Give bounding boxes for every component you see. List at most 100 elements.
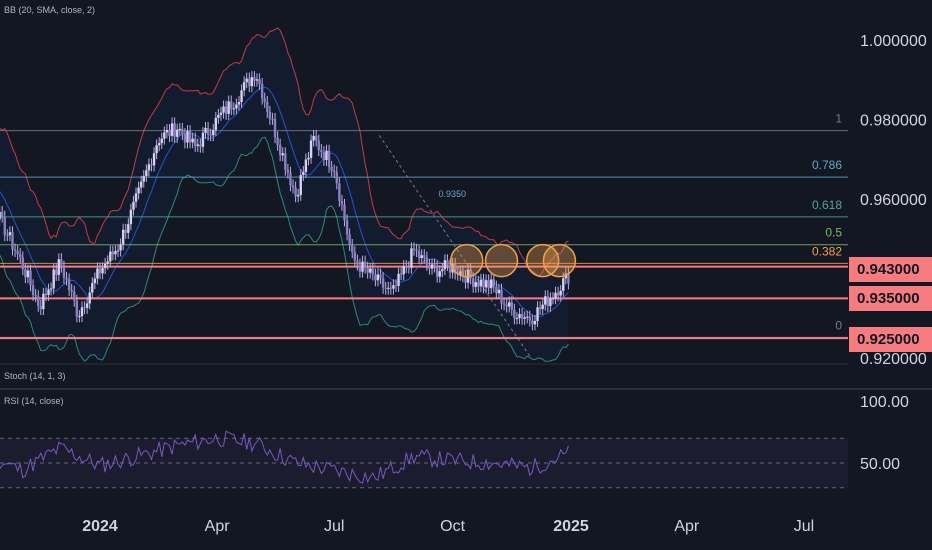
candle-body	[24, 269, 27, 278]
candle-body	[374, 274, 377, 281]
candle-body	[340, 200, 344, 205]
candle-body	[0, 211, 4, 217]
fib-level-label: 0.5	[825, 226, 842, 240]
candle-body	[438, 271, 441, 277]
trend-line	[378, 135, 532, 359]
candle-body	[75, 300, 79, 317]
candle-body	[21, 257, 24, 270]
candle-body	[98, 268, 102, 274]
candle-body	[538, 307, 542, 310]
fib-level-label: 0	[835, 318, 842, 332]
candle-body	[559, 290, 562, 296]
candle-body	[73, 291, 76, 301]
candle-body	[273, 118, 277, 138]
candle-body	[366, 267, 369, 273]
candle-body	[286, 169, 290, 173]
candle-body	[520, 314, 524, 319]
bb-fill	[0, 28, 569, 362]
candle-body	[410, 248, 413, 268]
candle-body	[65, 277, 68, 280]
x-tick-label: Apr	[674, 518, 700, 535]
stoch-indicator-label[interactable]: Stoch (14, 1, 3)	[4, 371, 66, 381]
candle-body	[271, 118, 274, 120]
candle-body	[227, 101, 230, 114]
candle-body	[103, 263, 107, 269]
candle-body	[60, 259, 63, 267]
candle-body	[314, 135, 318, 141]
candle-body	[93, 278, 97, 284]
candle-body	[160, 138, 163, 144]
candle-body	[224, 106, 228, 114]
x-tick-label: 2024	[82, 518, 118, 535]
rsi-y-tick-label: 50.00	[860, 456, 900, 473]
candle-body	[356, 260, 359, 265]
candle-body	[116, 250, 120, 252]
bb-indicator-label[interactable]: BB (20, SMA, close, 2)	[4, 5, 96, 15]
price-series	[0, 71, 570, 331]
candle-body	[423, 255, 426, 258]
fib-level-label: 1	[835, 112, 842, 126]
candle-body	[281, 153, 284, 156]
y-tick-label: 0.980000	[860, 113, 927, 130]
candle-body	[407, 267, 411, 269]
candle-body	[278, 144, 282, 156]
candle-body	[88, 292, 91, 304]
candle-body	[513, 309, 516, 319]
x-tick-label: Jul	[324, 518, 344, 535]
candle-body	[402, 266, 405, 275]
candle-body	[461, 271, 465, 277]
candle-body	[405, 266, 408, 268]
candle-body	[533, 320, 537, 325]
candle-body	[44, 293, 48, 296]
candle-body	[469, 269, 472, 279]
y-tick-label: 0.920000	[860, 351, 927, 368]
bb-lower-line	[0, 136, 569, 362]
candle-body	[351, 244, 354, 253]
candle-body	[518, 314, 521, 319]
horizontal-lines	[0, 265, 848, 340]
x-tick-label: Oct	[440, 518, 465, 535]
candle-body	[91, 283, 94, 293]
candle-body	[477, 282, 480, 287]
candle-body	[101, 268, 104, 274]
candle-body	[453, 263, 457, 274]
rsi-series	[0, 430, 848, 489]
candle-body	[425, 257, 429, 265]
candle-body	[387, 287, 390, 289]
candle-body	[147, 164, 151, 171]
candle-body	[345, 220, 349, 235]
candle-body	[546, 296, 550, 307]
candle-body	[484, 280, 488, 288]
candle-body	[459, 271, 462, 275]
resistance-circle	[450, 243, 484, 278]
rsi-indicator-label[interactable]: RSI (14, close)	[4, 396, 64, 406]
candle-body	[111, 251, 115, 255]
candle-body	[178, 128, 181, 130]
candle-body	[515, 318, 519, 320]
axes: 1.000000 0.980000 0.960000 0.920000 100.00 50…	[0, 33, 932, 535]
rsi-y-tick-label: 100.00	[860, 394, 909, 411]
candle-body	[296, 194, 300, 197]
candle-body	[155, 145, 158, 154]
fib-level-label: 0.618	[812, 198, 842, 212]
candle-body	[29, 270, 32, 286]
candle-body	[70, 289, 73, 292]
candle-body	[487, 280, 490, 289]
candle-body	[302, 171, 305, 176]
candle-body	[317, 140, 320, 151]
candle-body	[508, 302, 511, 307]
candle-body	[240, 90, 243, 103]
candle-body	[163, 132, 166, 139]
candle-body	[214, 117, 218, 130]
y-tick-label: 0.960000	[860, 192, 927, 209]
candle-body	[183, 134, 187, 143]
candle-body	[420, 255, 423, 259]
candle-body	[299, 175, 302, 195]
price-tag-0943: 0.943000	[849, 257, 932, 282]
candle-body	[201, 132, 205, 147]
candle-body	[152, 153, 156, 166]
candle-body	[276, 137, 279, 145]
candle-body	[219, 112, 223, 115]
candle-body	[204, 127, 207, 133]
candle-body	[505, 304, 508, 307]
